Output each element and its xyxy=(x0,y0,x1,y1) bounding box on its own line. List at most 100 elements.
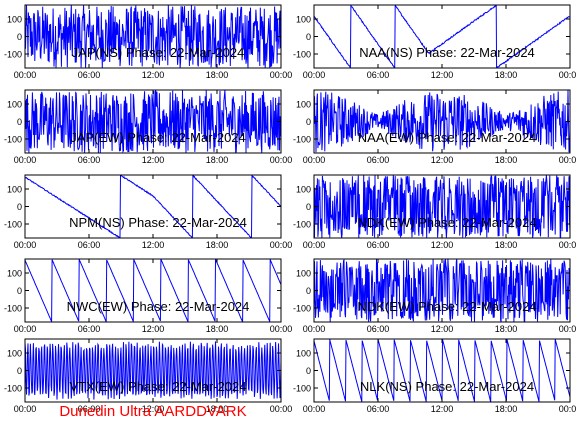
x-tick-label: 12:00 xyxy=(142,324,165,334)
y-tick-label: -100 xyxy=(293,220,311,230)
x-tick-label: 00:00 xyxy=(559,240,576,250)
phase-panel-7: -100 0 100 00:00 06:00 12:00 18:00 00:00 NWC(EW)… xyxy=(4,258,293,334)
phase-panel-2: -100 0 100 00:00 06:00 12:00 18:00 00:00 NAA(NS)… xyxy=(293,4,576,80)
x-tick-label: 00:00 xyxy=(303,240,326,250)
x-tick-label: 18:00 xyxy=(495,324,518,334)
y-tick-label: -100 xyxy=(293,304,311,314)
y-tick-label: 0 xyxy=(17,202,22,212)
x-tick-label: 18:00 xyxy=(495,155,518,165)
y-tick-label: -100 xyxy=(4,384,22,394)
x-tick-label: 18:00 xyxy=(495,404,518,414)
y-tick-label: -100 xyxy=(293,50,311,60)
phase-panel-1: -100 0 100 00:00 06:00 12:00 18:00 00:00 JAP(NS)… xyxy=(4,4,293,80)
x-tick-label: 06:00 xyxy=(78,155,101,165)
x-tick-label: 00:00 xyxy=(270,324,293,334)
y-tick-label: 100 xyxy=(7,100,22,110)
phase-trace xyxy=(25,5,281,68)
y-tick-label: -100 xyxy=(293,135,311,145)
y-tick-label: -100 xyxy=(293,384,311,394)
y-tick-label: 0 xyxy=(306,117,311,127)
footer-label: Dunedin Ultra AARDDVARK xyxy=(59,403,247,420)
x-tick-label: 00:00 xyxy=(303,155,326,165)
x-tick-label: 00:00 xyxy=(14,324,37,334)
y-tick-label: -100 xyxy=(4,135,22,145)
x-tick-label: 06:00 xyxy=(367,324,390,334)
phase-trace xyxy=(314,259,570,322)
x-tick-label: 00:00 xyxy=(303,70,326,80)
panel-title: VTX(EW) Phase: 22-Mar-2024 xyxy=(69,379,246,394)
phase-panel-8: -100 0 100 00:00 06:00 12:00 18:00 00:00 NDK(EW)… xyxy=(293,258,576,334)
x-tick-label: 12:00 xyxy=(431,70,454,80)
x-tick-label: 00:00 xyxy=(270,240,293,250)
x-tick-label: 06:00 xyxy=(367,70,390,80)
x-tick-label: 18:00 xyxy=(495,70,518,80)
panel-title: JAP(NS) Phase: 22-Mar-2024 xyxy=(72,45,245,60)
x-tick-label: 00:00 xyxy=(559,404,576,414)
y-tick-label: -100 xyxy=(4,220,22,230)
x-tick-label: 18:00 xyxy=(206,240,229,250)
x-tick-label: 06:00 xyxy=(78,324,101,334)
panel-title: JAP(EW) Phase: 22-Mar-2024 xyxy=(70,130,246,145)
y-tick-label: 0 xyxy=(306,366,311,376)
x-tick-label: 00:00 xyxy=(303,324,326,334)
x-tick-label: 06:00 xyxy=(78,70,101,80)
phase-panel-4: -100 0 100 00:00 06:00 12:00 18:00 00:00 NAA(EW)… xyxy=(293,89,576,165)
y-tick-label: 0 xyxy=(306,32,311,42)
y-tick-label: 0 xyxy=(306,286,311,296)
y-tick-label: 100 xyxy=(296,100,311,110)
x-tick-label: 06:00 xyxy=(367,240,390,250)
x-tick-label: 00:00 xyxy=(14,155,37,165)
x-tick-label: 06:00 xyxy=(78,240,101,250)
x-tick-label: 00:00 xyxy=(270,404,293,414)
x-tick-label: 00:00 xyxy=(270,70,293,80)
x-tick-label: 18:00 xyxy=(206,70,229,80)
phase-panel-10: -100 0 100 00:00 06:00 12:00 18:00 00:00 NLK(NS)… xyxy=(293,338,576,414)
phase-trace xyxy=(25,90,281,153)
x-tick-label: 12:00 xyxy=(431,240,454,250)
x-tick-label: 06:00 xyxy=(367,404,390,414)
y-tick-label: 0 xyxy=(17,117,22,127)
phase-panel-9: -100 0 100 00:00 06:00 12:00 18:00 00:00 VTX(EW)… xyxy=(4,338,293,414)
y-tick-label: 0 xyxy=(17,366,22,376)
x-tick-label: 18:00 xyxy=(206,324,229,334)
x-tick-label: 00:00 xyxy=(14,404,37,414)
x-tick-label: 18:00 xyxy=(206,404,229,414)
x-tick-label: 00:00 xyxy=(14,70,37,80)
x-tick-label: 00:00 xyxy=(559,155,576,165)
x-tick-label: 12:00 xyxy=(431,155,454,165)
panel-title: NLK(NS) Phase: 22-Mar-2024 xyxy=(360,379,534,394)
y-tick-label: 100 xyxy=(296,15,311,25)
x-tick-label: 12:00 xyxy=(431,324,454,334)
x-tick-label: 00:00 xyxy=(559,324,576,334)
y-tick-label: 100 xyxy=(7,269,22,279)
x-tick-label: 12:00 xyxy=(142,240,165,250)
phase-trace xyxy=(314,90,570,153)
panel-title: NWC(EW) Phase: 22-Mar-2024 xyxy=(67,299,250,314)
x-tick-label: 12:00 xyxy=(431,404,454,414)
panel-title: NAA(NS) Phase: 22-Mar-2024 xyxy=(359,45,535,60)
x-tick-label: 12:00 xyxy=(142,70,165,80)
panel-title: NDK(EW) Phase: 22-Mar-2024 xyxy=(357,299,536,314)
panel-title: NPM(NS) Phase: 22-Mar-2024 xyxy=(69,215,247,230)
phase-panel-5: -100 0 100 00:00 06:00 12:00 18:00 00:00 NPM(NS)… xyxy=(4,174,293,250)
y-tick-label: 100 xyxy=(7,349,22,359)
y-tick-label: 0 xyxy=(17,32,22,42)
y-tick-label: -100 xyxy=(4,50,22,60)
x-tick-label: 00:00 xyxy=(303,404,326,414)
y-tick-label: 0 xyxy=(17,286,22,296)
phase-trace xyxy=(25,175,281,238)
x-tick-label: 00:00 xyxy=(559,70,576,80)
y-tick-label: 100 xyxy=(296,269,311,279)
phase-trace xyxy=(314,5,570,68)
y-tick-label: -100 xyxy=(4,304,22,314)
y-tick-label: 100 xyxy=(296,185,311,195)
y-tick-label: 0 xyxy=(306,202,311,212)
y-tick-label: 100 xyxy=(296,349,311,359)
phase-panel-3: -100 0 100 00:00 06:00 12:00 18:00 00:00 JAP(EW)… xyxy=(4,89,292,165)
x-tick-label: 12:00 xyxy=(142,155,165,165)
phase-trace xyxy=(25,259,281,322)
x-tick-label: 00:00 xyxy=(14,240,37,250)
panel-title: NAA(EW) Phase: 22-Mar-2024 xyxy=(358,130,536,145)
y-tick-label: 100 xyxy=(7,15,22,25)
x-tick-label: 06:00 xyxy=(78,404,101,414)
